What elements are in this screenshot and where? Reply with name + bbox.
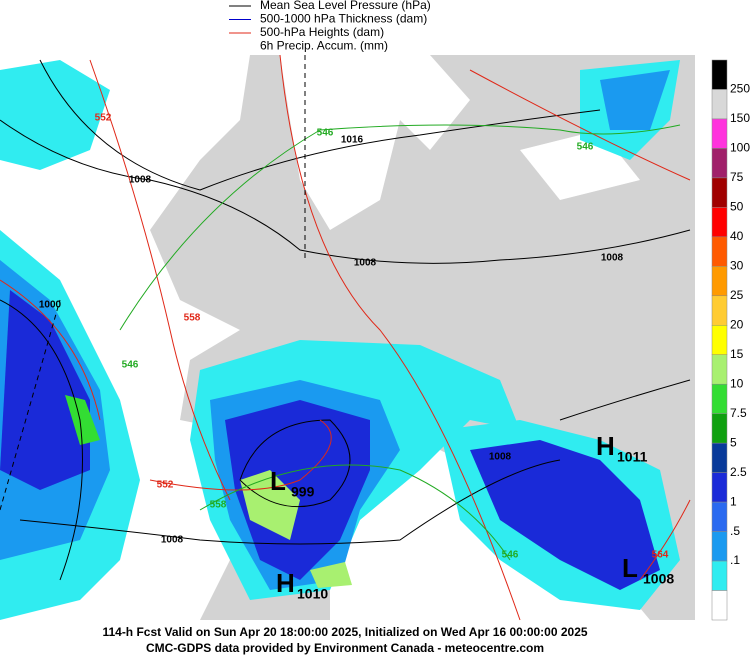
contour-label: 558 (210, 500, 227, 511)
contour-label: 546 (502, 550, 519, 561)
colorbar-box (711, 177, 728, 208)
map-labels: 1016 1008 1008 1008 1008 1008 1000 546 546 546 546… (39, 113, 674, 602)
colorbar-label: 5 (730, 435, 737, 449)
contour-label: 564 (652, 550, 669, 561)
contour-label: 552 (95, 113, 112, 124)
pressure-center: H (276, 568, 295, 598)
pressure-value: 1008 (643, 571, 674, 587)
contour-label: 1008 (601, 253, 624, 264)
colorbar-label: 25 (730, 288, 744, 302)
contour-label: 1016 (341, 135, 364, 146)
pressure-center: L (270, 466, 286, 496)
colorbar-box (711, 560, 728, 591)
colorbar-label: 1 (730, 494, 737, 508)
contours (0, 54, 691, 621)
contour-label: 1008 (489, 452, 512, 463)
contour-label: 558 (184, 313, 201, 324)
colorbar-box (711, 354, 728, 385)
pressure-value: 1011 (617, 449, 648, 465)
pressure-value: 1010 (297, 586, 328, 602)
colorbar-label: 30 (730, 258, 744, 272)
colorbar-box (711, 413, 728, 444)
colorbar-box (711, 590, 728, 621)
colorbar-label: 20 (730, 317, 744, 331)
colorbar-label: 40 (730, 229, 744, 243)
legend-label: 500-hPa Heights (dam) (260, 25, 384, 39)
colorbar-box (711, 383, 728, 414)
colorbar-label: 15 (730, 347, 744, 361)
colorbar-label: .5 (730, 524, 740, 538)
colorbar-box (711, 236, 728, 267)
legend-label: 500-1000 hPa Thickness (dam) (260, 12, 427, 26)
legend-label: 6h Precip. Accum. (mm) (260, 39, 388, 53)
colorbar-box (711, 501, 728, 532)
legend: Mean Sea Level Pressure (hPa)500-1000 hP… (229, 0, 431, 53)
colorbar: 250 150 100 75 50 40 30 25 20 15 10 7.5 5 2.5 1 .5 .1 (711, 59, 750, 621)
legend-label: Mean Sea Level Pressure (hPa) (260, 0, 431, 12)
pressure-value: 999 (291, 484, 315, 500)
colorbar-box (711, 472, 728, 503)
contour-label: 1008 (354, 258, 377, 269)
colorbar-label: 7.5 (730, 406, 747, 420)
contour-label: 1000 (39, 300, 62, 311)
contour-label: 1008 (161, 535, 184, 546)
contour-label: 546 (317, 128, 334, 139)
colorbar-label: 75 (730, 170, 744, 184)
colorbar-box (711, 59, 728, 90)
colorbar-label: 50 (730, 200, 744, 214)
colorbar-label: .1 (730, 553, 740, 567)
colorbar-box (711, 442, 728, 473)
colorbar-label: 150 (730, 111, 750, 125)
colorbar-box (711, 531, 728, 562)
footer-line: CMC-GDPS data provided by Environment Ca… (146, 641, 544, 655)
precipitation (0, 60, 680, 620)
colorbar-box (711, 148, 728, 179)
colorbar-box (711, 207, 728, 238)
contour-label: 546 (122, 360, 139, 371)
contour-label: 552 (157, 480, 174, 491)
colorbar-box (711, 89, 728, 120)
pressure-center: H (596, 431, 615, 461)
colorbar-box (711, 325, 728, 355)
colorbar-label: 250 (730, 82, 750, 96)
pressure-center: L (622, 553, 638, 583)
colorbar-label: 2.5 (730, 465, 747, 479)
colorbar-box (711, 118, 728, 149)
contour-label: 546 (577, 142, 594, 153)
colorbar-label: 10 (730, 376, 744, 390)
colorbar-box (711, 266, 728, 297)
contour-label: 1008 (129, 175, 152, 186)
colorbar-box (711, 295, 728, 326)
colorbar-label: 100 (730, 141, 750, 155)
footer-line: 114-h Fcst Valid on Sun Apr 20 18:00:00 … (102, 625, 587, 639)
